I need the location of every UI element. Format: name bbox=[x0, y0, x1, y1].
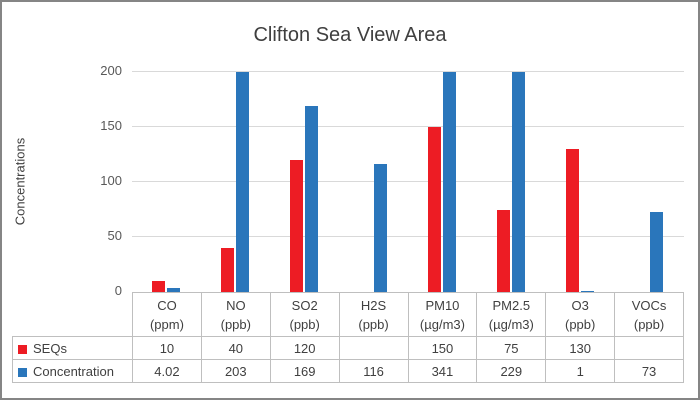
bar-seqs-o3 bbox=[566, 149, 579, 292]
plot-area bbox=[132, 71, 684, 293]
table-header-pm10: PM10 (µg/m3) bbox=[407, 292, 478, 337]
table-value: 40 bbox=[200, 336, 271, 360]
category-unit: (ppm) bbox=[149, 316, 184, 332]
category-name: SO2 bbox=[291, 297, 318, 313]
table-value: 203 bbox=[200, 359, 271, 383]
bar-concentration-no bbox=[236, 72, 249, 292]
table-header-o3: O3 (ppb) bbox=[545, 292, 616, 337]
bar-seqs-so2 bbox=[290, 160, 303, 292]
chart-title: Clifton Sea View Area bbox=[253, 24, 447, 46]
legend-label: Concentration bbox=[33, 363, 114, 379]
table-value: 150 bbox=[407, 336, 478, 360]
category-unit: (µg/m3) bbox=[488, 316, 534, 332]
table-value: 341 bbox=[407, 359, 478, 383]
table-value: 10 bbox=[132, 336, 202, 360]
table-value: 116 bbox=[338, 359, 409, 383]
category-name: O3 bbox=[571, 297, 589, 313]
category-name: PM2.5 bbox=[492, 297, 531, 313]
table-value: 73 bbox=[614, 359, 684, 383]
y-tick-label: 0 bbox=[114, 283, 122, 298]
table-value: 130 bbox=[545, 336, 616, 360]
table-header-pm2.5: PM2.5 (µg/m3) bbox=[476, 292, 547, 337]
category-unit: (ppb) bbox=[358, 316, 389, 332]
category-name: PM10 bbox=[425, 297, 460, 313]
bar-seqs-no bbox=[221, 248, 234, 292]
y-axis-label: Concentrations bbox=[12, 137, 28, 226]
table-row: SEQs 10 40 120 150 75 130 bbox=[12, 336, 684, 360]
table-value bbox=[338, 336, 409, 360]
bar-concentration-pm2.5 bbox=[512, 72, 525, 292]
table-value: 120 bbox=[269, 336, 340, 360]
legend-swatch-seqs bbox=[18, 344, 27, 354]
table-header-so2: SO2 (ppb) bbox=[269, 292, 340, 337]
legend-swatch-concentration bbox=[18, 367, 27, 377]
y-tick-label: 100 bbox=[100, 173, 122, 188]
legend-seqs: SEQs bbox=[12, 336, 133, 360]
category-unit: (ppb) bbox=[565, 316, 596, 332]
category-name: NO bbox=[226, 297, 246, 313]
bar-concentration-so2 bbox=[305, 106, 318, 292]
y-tick-label: 150 bbox=[100, 118, 122, 133]
table-corner-cell bbox=[12, 292, 133, 337]
gridline bbox=[132, 181, 684, 182]
bar-seqs-pm2.5 bbox=[497, 209, 510, 292]
table-value: 4.02 bbox=[132, 359, 202, 383]
table-header-co: CO (ppm) bbox=[132, 292, 202, 337]
table-header-vocs: VOCs (ppb) bbox=[614, 292, 684, 337]
bar-concentration-co bbox=[167, 287, 180, 292]
category-name: H2S bbox=[360, 297, 387, 313]
bar-seqs-pm10 bbox=[428, 127, 441, 292]
category-unit: (ppb) bbox=[289, 316, 320, 332]
legend-label: SEQs bbox=[33, 340, 67, 356]
bar-concentration-vocs bbox=[650, 211, 663, 292]
table-row: Concentration 4.02 203 169 116 341 229 1 73 bbox=[12, 359, 684, 383]
bar-concentration-h2s bbox=[374, 164, 387, 292]
table-value: 229 bbox=[476, 359, 547, 383]
table-value: 75 bbox=[476, 336, 547, 360]
gridline bbox=[132, 71, 684, 72]
category-name: CO bbox=[157, 297, 177, 313]
category-unit: (ppb) bbox=[633, 316, 665, 332]
table-value bbox=[614, 336, 684, 360]
category-unit: (ppb) bbox=[220, 316, 251, 332]
gridline bbox=[132, 126, 684, 127]
gridline bbox=[132, 236, 684, 237]
table-header-h2s: H2S (ppb) bbox=[338, 292, 409, 337]
bar-concentration-pm10 bbox=[443, 72, 456, 292]
bar-concentration-o3 bbox=[581, 290, 594, 292]
table-value: 1 bbox=[545, 359, 616, 383]
y-tick-label: 200 bbox=[100, 63, 122, 78]
table-header-no: NO (ppb) bbox=[200, 292, 271, 337]
category-unit: (µg/m3) bbox=[419, 316, 465, 332]
data-table: CO (ppm) NO (ppb) SO2 (ppb) H2S (ppb) PM10 (µg/m3… bbox=[12, 292, 684, 383]
table-value: 169 bbox=[269, 359, 340, 383]
category-name: VOCs bbox=[631, 297, 667, 313]
bar-seqs-co bbox=[152, 281, 165, 292]
y-tick-label: 50 bbox=[107, 228, 122, 243]
legend-concentration: Concentration bbox=[12, 359, 133, 383]
